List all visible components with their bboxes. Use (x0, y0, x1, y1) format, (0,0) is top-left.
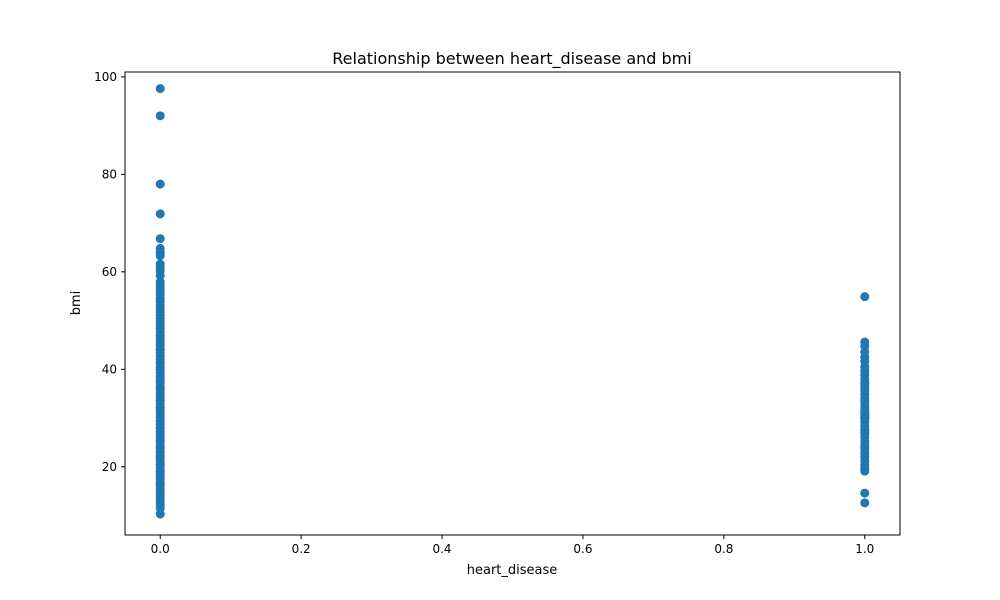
data-point (155, 384, 165, 394)
data-point (155, 452, 165, 462)
y-tick-label: 20 (102, 460, 117, 474)
x-tick-label: 0.8 (714, 542, 733, 556)
y-axis-label: bmi (69, 291, 84, 316)
data-point (155, 271, 165, 281)
data-point (860, 395, 870, 405)
y-axis-ticks: 20 40 60 80 100 (94, 70, 125, 474)
data-point (155, 479, 165, 489)
y-tick-label: 40 (102, 362, 117, 376)
data-point (155, 111, 165, 121)
data-point (155, 364, 165, 374)
data-point (155, 509, 165, 519)
data-point (155, 442, 165, 452)
y-tick-label: 100 (94, 70, 117, 84)
x-tick-label: 1.0 (855, 542, 874, 556)
data-point (860, 407, 870, 417)
y-tick-label: 80 (102, 167, 117, 181)
data-point (860, 380, 870, 390)
data-point (155, 251, 165, 261)
data-point (155, 323, 165, 333)
data-point (155, 396, 165, 406)
data-point (155, 459, 165, 469)
x-tick-label: 0.0 (151, 542, 170, 556)
data-point (860, 442, 870, 452)
x-axis-label: heart_disease (467, 563, 558, 578)
data-point (860, 414, 870, 424)
data-point (155, 472, 165, 482)
data-point (155, 415, 165, 425)
data-point (155, 84, 165, 94)
plot-frame (124, 71, 901, 536)
data-point (155, 209, 165, 219)
data-point (155, 435, 165, 445)
data-point (155, 403, 165, 413)
data-point (155, 345, 165, 355)
data-point (155, 179, 165, 189)
data-point (860, 498, 870, 508)
y-tick-label: 60 (102, 265, 117, 279)
data-point (155, 376, 165, 386)
x-tick-label: 0.6 (573, 542, 592, 556)
data-point (155, 234, 165, 244)
x-tick-label: 0.4 (432, 542, 451, 556)
x-tick-label: 0.2 (292, 542, 311, 556)
data-points (155, 84, 870, 519)
x-axis-ticks: 0.0 0.2 0.4 0.6 0.8 1.0 (151, 535, 874, 556)
data-point (155, 357, 165, 367)
data-point (860, 292, 870, 302)
data-point (860, 466, 870, 476)
data-point (860, 427, 870, 437)
data-point (860, 488, 870, 498)
chart-title: Relationship between heart_disease and b… (332, 49, 691, 69)
data-point (155, 423, 165, 433)
